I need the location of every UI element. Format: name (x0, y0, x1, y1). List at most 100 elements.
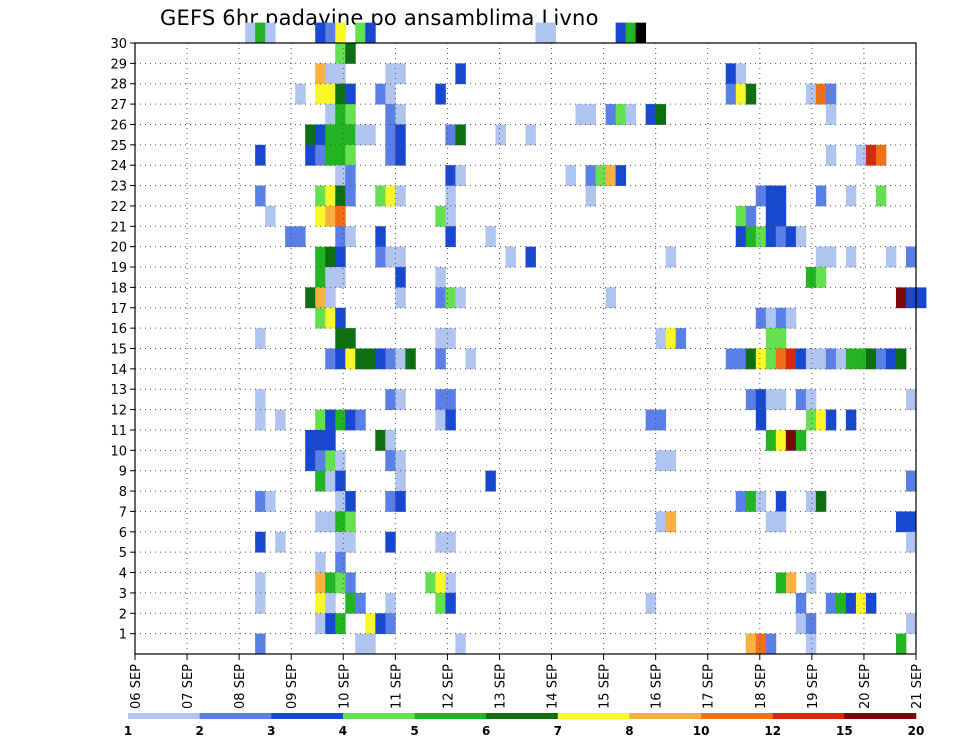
heatmap-cell (335, 613, 346, 635)
heatmap-cell (315, 83, 326, 105)
heatmap-cell (375, 83, 386, 105)
heatmap-cell (345, 226, 356, 248)
heatmap-cell (345, 328, 356, 349)
heatmap-cell (865, 144, 877, 166)
heatmap-cell (855, 348, 867, 370)
y-tick-label: 16 (110, 322, 127, 337)
heatmap-cell (905, 531, 917, 553)
heatmap-cell (385, 613, 396, 635)
legend-swatch (629, 713, 702, 719)
heatmap-cell (325, 307, 336, 329)
x-tick-label: 21 SEP (910, 664, 925, 709)
heatmap-cell (765, 226, 777, 248)
y-tick-label: 14 (110, 363, 127, 378)
heatmap-cell (825, 246, 837, 268)
heatmap-cell (435, 83, 446, 105)
heatmap-cell (325, 83, 336, 105)
heatmap-cell (395, 63, 406, 85)
y-tick-label: 23 (110, 180, 127, 195)
heatmap-cell (255, 572, 266, 594)
heatmap-cell (335, 226, 346, 248)
heatmap-cell (325, 592, 336, 614)
y-tick-label: 17 (110, 302, 127, 317)
y-tick-label: 22 (110, 200, 127, 215)
heatmap-cell (335, 531, 346, 553)
heatmap-cell (305, 144, 316, 166)
heatmap-cell (395, 124, 406, 146)
heatmap-cell (865, 348, 877, 370)
heatmap-cell (435, 409, 446, 431)
heatmap-cell (375, 429, 386, 451)
heatmap-cell (295, 83, 306, 105)
heatmap-cell (885, 348, 897, 370)
heatmap-cell (315, 592, 326, 614)
heatmap-cell (745, 83, 757, 105)
heatmap-cell (825, 348, 837, 370)
heatmap-cell (325, 511, 336, 533)
heatmap-cell (445, 287, 456, 309)
heatmap-cell (445, 572, 456, 594)
heatmap-cell (825, 409, 837, 431)
heatmap-cell (365, 22, 376, 44)
heatmap-cell (785, 429, 797, 451)
heatmap-cell (315, 246, 326, 268)
heatmap-cell (445, 328, 456, 349)
heatmap-cell (385, 531, 396, 553)
heatmap-cell (905, 613, 917, 635)
heatmap-cell (815, 246, 827, 268)
heatmap-cell (345, 491, 356, 512)
heatmap-cell (385, 185, 396, 207)
legend-label: 12 (764, 724, 781, 738)
heatmap-cell (325, 185, 336, 207)
heatmap-cell (255, 491, 266, 512)
heatmap-cell (765, 429, 777, 451)
heatmap-cell (895, 287, 907, 309)
x-tick-label: 13 SEP (493, 664, 508, 709)
heatmap-cell (645, 409, 657, 431)
heatmap-cell (455, 633, 466, 655)
x-tick-label: 10 SEP (337, 664, 352, 709)
heatmap-cell (315, 205, 326, 227)
legend-label: 6 (482, 724, 490, 738)
heatmap-cell (485, 226, 496, 248)
y-tick-label: 15 (110, 343, 127, 358)
heatmap-cell (425, 572, 436, 594)
heatmap-cell (905, 389, 917, 410)
x-tick-label: 18 SEP (754, 664, 769, 709)
heatmap-cell (435, 572, 446, 594)
heatmap-cell (805, 409, 817, 431)
heatmap-cell (775, 429, 787, 451)
heatmap-cell (315, 450, 326, 472)
heatmap-cell (755, 389, 767, 410)
heatmap-cell (385, 491, 396, 512)
heatmap-cell (335, 22, 346, 44)
heatmap-cell (535, 22, 546, 44)
heatmap-cell (395, 348, 406, 370)
heatmap-cell (795, 226, 807, 248)
heatmap-cell (665, 511, 677, 533)
heatmap-cell (405, 348, 416, 370)
y-tick-label: 21 (110, 220, 127, 235)
heatmap-cell (385, 63, 396, 85)
y-tick-label: 11 (110, 424, 127, 439)
y-tick-label: 30 (110, 37, 127, 52)
heatmap-cell (255, 531, 266, 553)
heatmap-cell (345, 531, 356, 553)
heatmap-cell (755, 491, 767, 512)
x-tick-label: 07 SEP (181, 664, 196, 709)
heatmap-cell (245, 22, 256, 44)
heatmap-cell (335, 267, 346, 288)
heatmap-cell (675, 328, 687, 349)
heatmap-cell (355, 348, 366, 370)
heatmap-cell (735, 205, 747, 227)
heatmap-cell (916, 287, 927, 309)
y-tick-label: 28 (110, 78, 127, 93)
heatmap-cell (845, 592, 857, 614)
heatmap-cell (825, 104, 837, 125)
heatmap-cell (805, 389, 817, 410)
heatmap-cell (735, 63, 747, 85)
heatmap-cell (745, 389, 757, 410)
heatmap-cell (615, 165, 627, 186)
heatmap-cell (305, 124, 316, 146)
